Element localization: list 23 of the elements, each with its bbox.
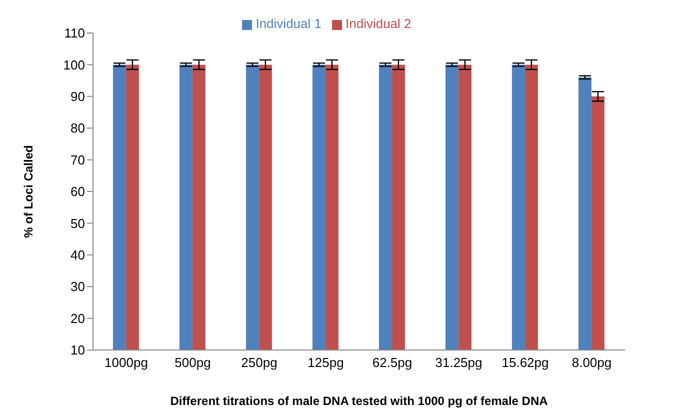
legend-label: Individual 2: [346, 16, 412, 31]
x-tick-label: 8.00pg: [572, 355, 612, 370]
y-tick-label: 40: [70, 248, 85, 263]
x-axis-title: Different titrations of male DNA tested with 1000 pg of female DNA: [169, 394, 549, 408]
x-tick-label: 1000pg: [104, 355, 148, 370]
x-tick-label: 15.62pg: [502, 355, 549, 370]
y-tick-label: 20: [70, 310, 85, 326]
legend-label: Individual 1: [256, 16, 322, 31]
y-tick-label: 10: [70, 342, 85, 358]
x-tick-label: 125pg: [308, 355, 344, 370]
x-tick-label: 31.25pg: [435, 355, 482, 370]
y-tick-label: 50: [70, 216, 85, 231]
x-tick-label: 500pg: [174, 355, 211, 370]
x-tick-label: 62.5pg: [372, 355, 412, 370]
y-tick-label: 100: [63, 57, 85, 72]
y-tick-label: 60: [70, 184, 85, 200]
y-tick-label: 110: [64, 26, 85, 41]
y-tick-label: 90: [70, 89, 85, 104]
y-tick-label: 70: [70, 152, 85, 168]
x-tick-label: 250pg: [241, 355, 278, 370]
y-tick-label: 80: [70, 120, 85, 136]
y-tick-label: 30: [70, 279, 85, 294]
y-axis-title: % of Loci Called: [21, 145, 36, 238]
